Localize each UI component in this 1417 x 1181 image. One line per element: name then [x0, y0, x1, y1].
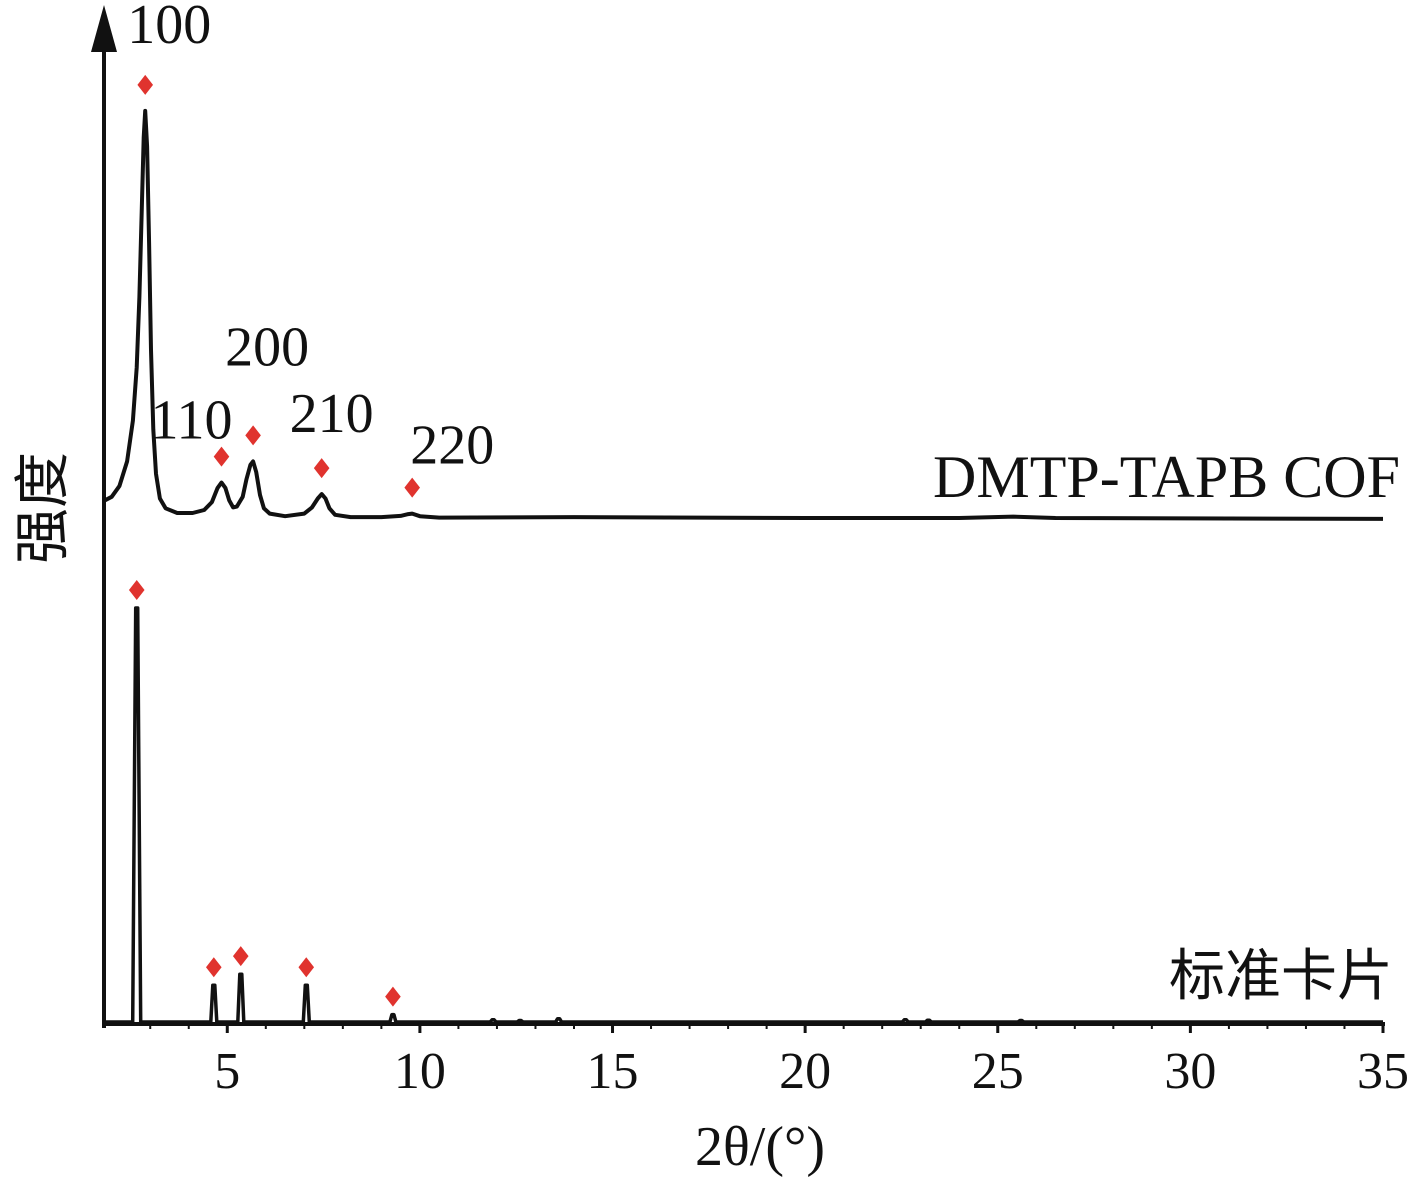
x-tick-label: 30: [1164, 1043, 1216, 1100]
peak-marker: [313, 458, 330, 479]
series-line-cof: [103, 108, 1384, 521]
x-axis-title: 2θ/(°): [695, 1116, 825, 1178]
standard-peak-marker: [128, 580, 145, 600]
x-tick-label: 25: [972, 1043, 1024, 1100]
x-tick-label: 20: [779, 1043, 831, 1100]
peak-label: 200: [225, 316, 309, 378]
y-axis-arrow: [91, 5, 117, 52]
standard-peak-marker: [385, 986, 401, 1007]
peak-label: 210: [290, 383, 374, 445]
x-tick-label: 35: [1357, 1043, 1409, 1100]
peak-marker: [213, 446, 230, 467]
peak-marker: [137, 74, 154, 95]
x-tick-label: 10: [394, 1043, 446, 1100]
x-tick-label: 15: [587, 1043, 639, 1100]
x-tick-label: 5: [214, 1043, 240, 1100]
peak-label: 110: [151, 390, 233, 452]
peak-label: 220: [410, 415, 494, 477]
series-label-cof: DMTP-TAPB COF: [933, 444, 1400, 510]
standard-peak-marker: [232, 946, 249, 967]
y-axis-title: 强度: [11, 452, 76, 564]
peak-label: 100: [127, 0, 211, 56]
series-label-standard: 标准卡片: [1169, 944, 1393, 1009]
standard-peak-marker: [205, 957, 222, 978]
peak-marker: [245, 425, 261, 446]
series-line-standard: [104, 606, 1383, 1024]
standard-peak-marker: [298, 957, 315, 978]
peak-marker: [404, 477, 420, 498]
